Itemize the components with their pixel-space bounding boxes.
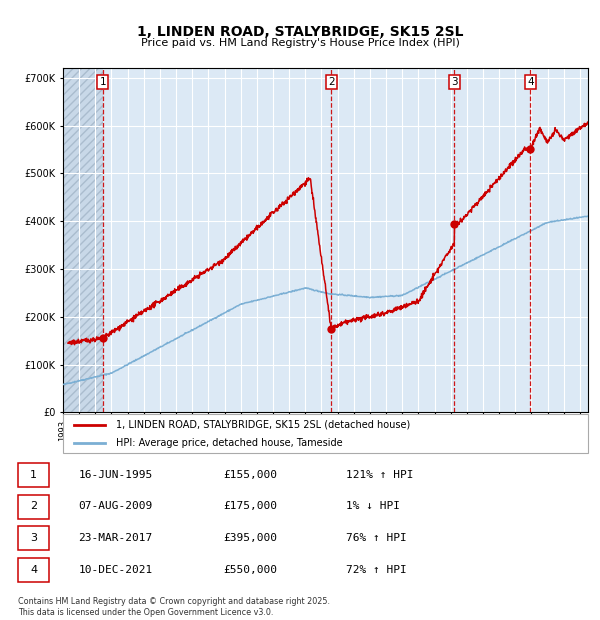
Bar bbox=[18, 558, 49, 582]
Text: 3: 3 bbox=[30, 533, 37, 543]
Bar bbox=[18, 463, 49, 487]
Text: £395,000: £395,000 bbox=[223, 533, 277, 543]
Text: £550,000: £550,000 bbox=[223, 565, 277, 575]
Text: 4: 4 bbox=[527, 77, 534, 87]
Text: 1, LINDEN ROAD, STALYBRIDGE, SK15 2SL (detached house): 1, LINDEN ROAD, STALYBRIDGE, SK15 2SL (d… bbox=[115, 420, 410, 430]
Text: 07-AUG-2009: 07-AUG-2009 bbox=[78, 502, 152, 512]
Text: HPI: Average price, detached house, Tameside: HPI: Average price, detached house, Tame… bbox=[115, 438, 342, 448]
Text: 3: 3 bbox=[451, 77, 458, 87]
Text: 23-MAR-2017: 23-MAR-2017 bbox=[78, 533, 152, 543]
Text: 16-JUN-1995: 16-JUN-1995 bbox=[78, 470, 152, 480]
Text: £155,000: £155,000 bbox=[223, 470, 277, 480]
Text: 121% ↑ HPI: 121% ↑ HPI bbox=[346, 470, 413, 480]
Text: Price paid vs. HM Land Registry's House Price Index (HPI): Price paid vs. HM Land Registry's House … bbox=[140, 38, 460, 48]
Text: 76% ↑ HPI: 76% ↑ HPI bbox=[346, 533, 407, 543]
Text: 1% ↓ HPI: 1% ↓ HPI bbox=[346, 502, 400, 512]
Bar bbox=[18, 495, 49, 518]
Text: 1, LINDEN ROAD, STALYBRIDGE, SK15 2SL: 1, LINDEN ROAD, STALYBRIDGE, SK15 2SL bbox=[137, 25, 463, 39]
Bar bbox=[63, 68, 103, 412]
Text: 2: 2 bbox=[30, 502, 37, 512]
Text: 2: 2 bbox=[328, 77, 334, 87]
Text: 10-DEC-2021: 10-DEC-2021 bbox=[78, 565, 152, 575]
Bar bbox=[18, 526, 49, 551]
Text: 4: 4 bbox=[30, 565, 37, 575]
Text: 1: 1 bbox=[30, 470, 37, 480]
Text: £175,000: £175,000 bbox=[223, 502, 277, 512]
Text: Contains HM Land Registry data © Crown copyright and database right 2025.
This d: Contains HM Land Registry data © Crown c… bbox=[18, 598, 330, 617]
Text: 1: 1 bbox=[100, 77, 106, 87]
Text: 72% ↑ HPI: 72% ↑ HPI bbox=[346, 565, 407, 575]
